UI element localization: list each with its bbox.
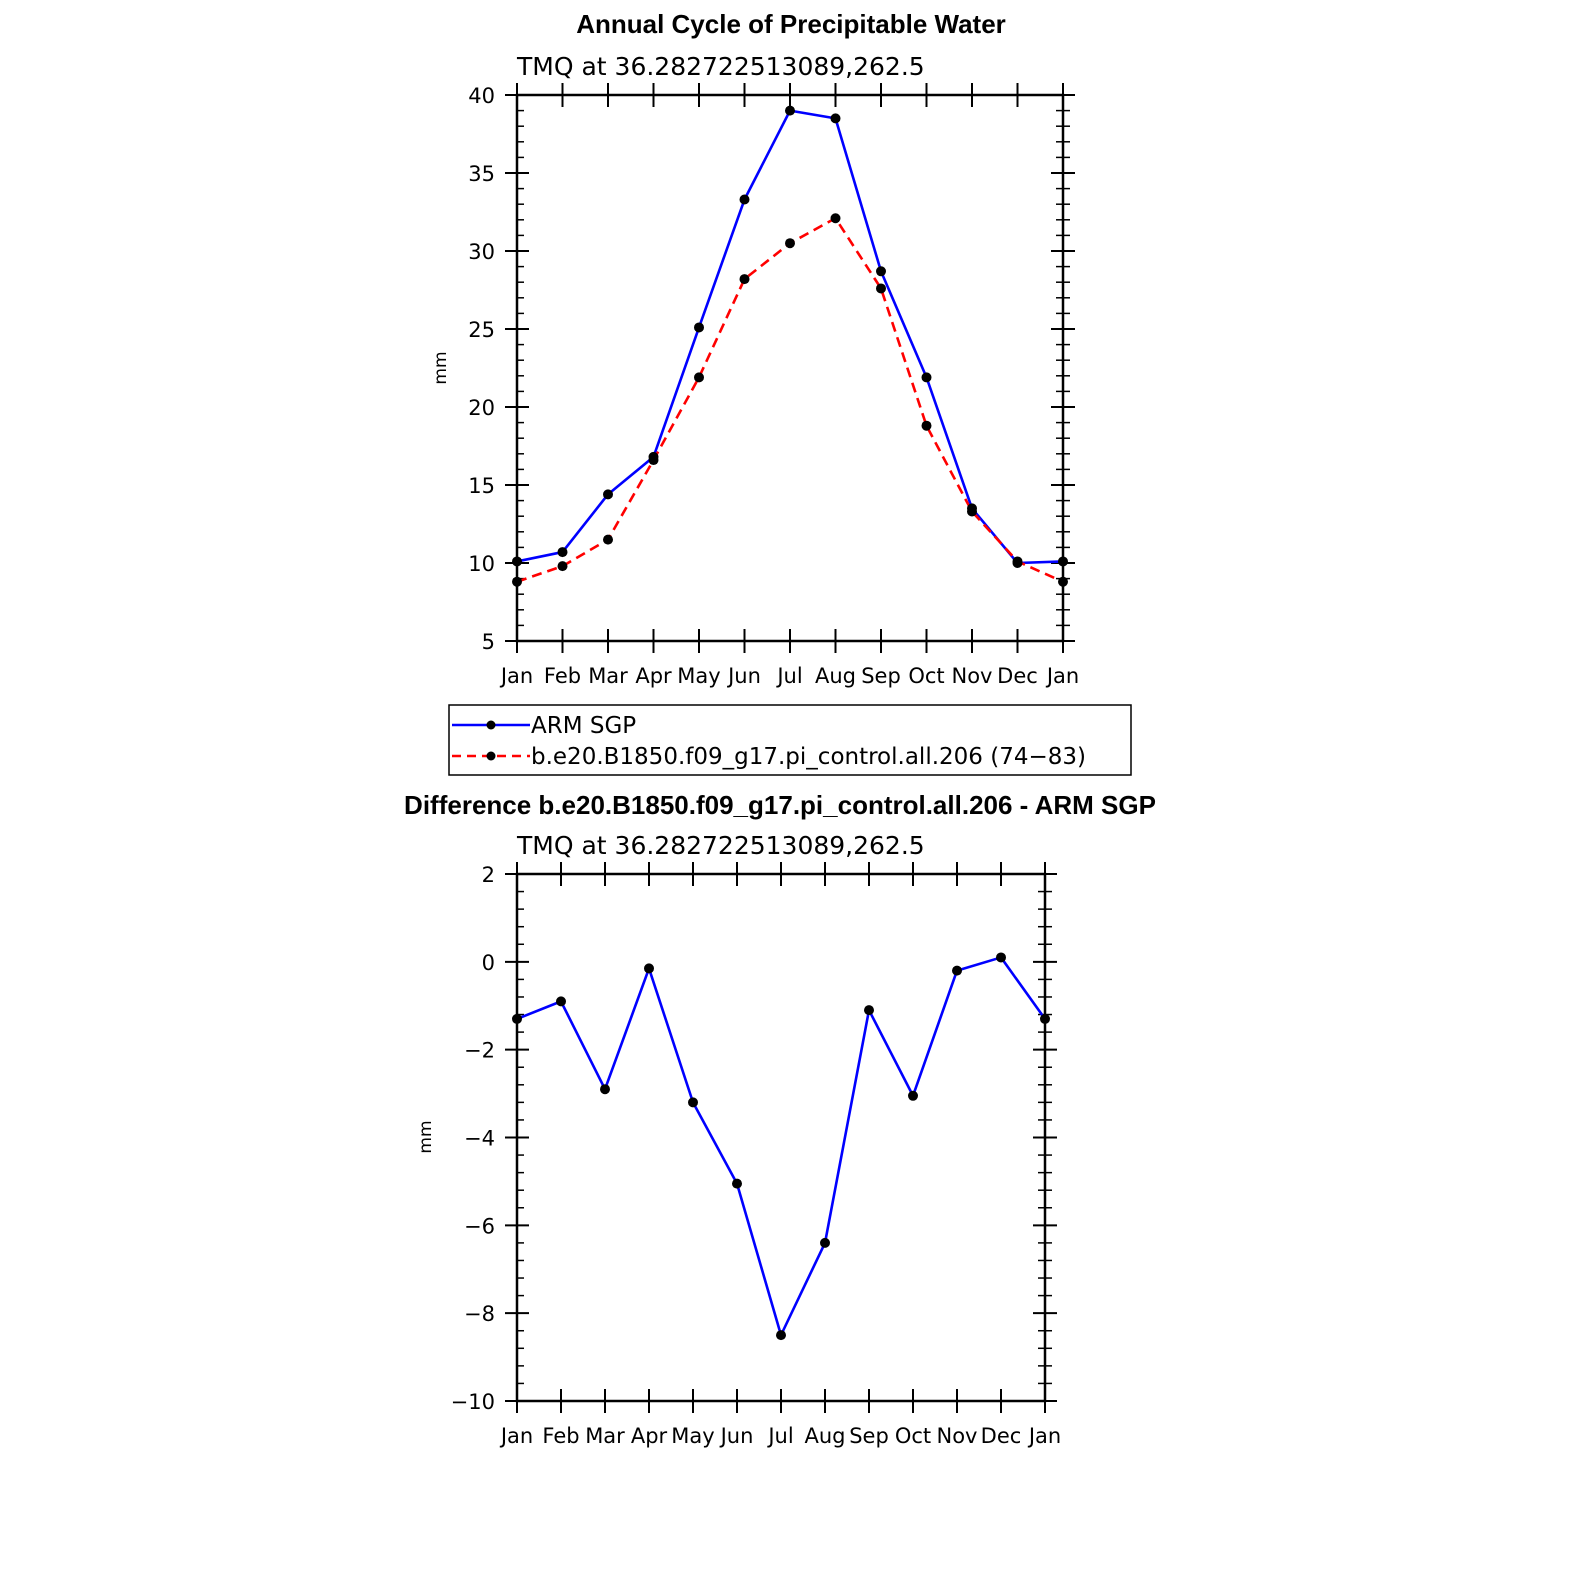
data-point-s0-12: [1058, 556, 1068, 567]
x-tick-label: Jan: [499, 1424, 533, 1448]
data-point-s0-9: [908, 1090, 918, 1101]
data-point-s0-4: [694, 322, 704, 333]
legend-label-arm: ARM SGP: [531, 713, 636, 739]
data-point-s1-7: [830, 213, 841, 224]
data-point-s0-2: [603, 489, 613, 500]
y-tick-label: 25: [468, 318, 495, 342]
data-point-s1-11: [1012, 556, 1023, 567]
chart2-title: Difference b.e20.B1850.f09_g17.pi_contro…: [404, 790, 1156, 820]
data-point-s0-7: [830, 113, 841, 124]
data-point-s0-4: [688, 1097, 698, 1108]
data-point-s0-7: [820, 1237, 830, 1248]
series-line-1: [516, 216, 1064, 583]
legend-marker-model: [486, 751, 496, 761]
chart2-ylabel: mm: [416, 1120, 436, 1153]
x-tick-label: Feb: [542, 1424, 579, 1448]
chart1-title: Annual Cycle of Precipitable Water: [576, 9, 1006, 39]
y-tick-label: −10: [451, 1390, 495, 1414]
x-tick-label: Dec: [997, 664, 1038, 688]
legend-frame: [448, 704, 1132, 776]
data-point-s1-9: [921, 420, 932, 431]
chart1-plot: 5 10 15 20 25 30 35 40 Jan Feb Mar Apr May Jun Jul Aug S…: [468, 83, 1079, 688]
legend-marker-arm: [486, 720, 496, 730]
series-line-0: [516, 109, 1064, 565]
data-point-s0-2: [600, 1084, 610, 1095]
chart1-legend: ARM SGP b.e20.B1850.f09_g17.pi_control.a…: [448, 704, 1132, 776]
data-point-s0-5: [732, 1178, 742, 1189]
y-tick-label: −6: [464, 1214, 495, 1238]
x-tick-label: Jun: [726, 664, 761, 688]
x-tick-label: Aug: [815, 664, 856, 688]
x-tick-label: Jan: [1027, 1424, 1061, 1448]
x-tick-label: Aug: [804, 1424, 845, 1448]
data-point-s1-2: [603, 534, 613, 545]
x-tick-label: Jan: [499, 664, 533, 688]
x-tick-label: Nov: [952, 664, 993, 688]
x-tick-label: Jun: [719, 1424, 754, 1448]
chart2-plot: −10 −8 −6 −4 −2 0 2 Jan Feb Mar Apr May Jun Jul Aug Sep…: [451, 862, 1061, 1448]
data-point-s0-6: [785, 105, 795, 116]
x-tick-label: Apr: [635, 664, 672, 688]
y-tick-label: −2: [464, 1039, 495, 1063]
data-point-s1-6: [785, 238, 795, 249]
data-point-s1-1: [557, 561, 568, 572]
y-tick-label: 20: [468, 396, 495, 420]
data-point-s0-3: [644, 963, 654, 974]
x-tick-label: Mar: [588, 664, 628, 688]
y-tick-label: 5: [482, 630, 495, 654]
data-point-s1-5: [739, 274, 750, 285]
data-point-s0-1: [557, 547, 568, 558]
x-tick-label: Sep: [849, 1424, 889, 1448]
data-point-s0-11: [996, 952, 1006, 963]
data-point-s1-4: [694, 372, 704, 383]
chart1-subtitle: TMQ at 36.282722513089,262.5: [516, 52, 925, 81]
chart1-ylabel: mm: [431, 351, 451, 384]
series-line-0: [516, 956, 1047, 1337]
x-tick-label: Jan: [1045, 664, 1079, 688]
x-tick-label: Oct: [895, 1424, 931, 1448]
data-point-s0-9: [921, 372, 932, 383]
x-tick-label: Nov: [937, 1424, 978, 1448]
x-tick-label: Jul: [775, 664, 802, 688]
x-tick-label: Oct: [908, 664, 944, 688]
x-tick-label: Mar: [585, 1424, 625, 1448]
y-tick-label: 10: [468, 552, 495, 576]
x-tick-label: Dec: [981, 1424, 1022, 1448]
chart2-subtitle: TMQ at 36.282722513089,262.5: [516, 831, 925, 860]
data-point-s1-12: [1058, 576, 1068, 587]
y-tick-label: 15: [468, 474, 495, 498]
x-tick-label: Jul: [766, 1424, 793, 1448]
data-point-s0-6: [776, 1330, 786, 1341]
data-point-s1-0: [512, 576, 522, 587]
y-tick-label: 30: [468, 240, 495, 264]
x-tick-label: May: [671, 1424, 714, 1448]
y-tick-label: −8: [464, 1302, 495, 1326]
data-point-s1-10: [967, 506, 977, 517]
y-tick-label: 2: [482, 863, 495, 887]
data-point-s0-1: [556, 996, 566, 1007]
data-point-s1-3: [648, 455, 659, 466]
data-point-s1-8: [876, 283, 886, 294]
plot-frame: [515, 93, 1065, 643]
x-tick-label: Apr: [631, 1424, 668, 1448]
x-tick-label: Sep: [861, 664, 901, 688]
data-point-s0-12: [1040, 1013, 1050, 1024]
data-point-s0-0: [512, 1013, 522, 1024]
data-point-s0-8: [864, 1005, 874, 1016]
x-tick-label: Feb: [544, 664, 581, 688]
legend-label-model: b.e20.B1850.f09_g17.pi_control.all.206 (…: [531, 744, 1086, 770]
y-tick-label: −4: [464, 1127, 495, 1151]
data-point-s0-8: [876, 266, 886, 277]
x-tick-label: May: [677, 664, 720, 688]
y-tick-label: 40: [468, 84, 495, 108]
plot-frame: [515, 872, 1047, 1403]
data-point-s0-5: [739, 194, 750, 205]
data-point-s0-10: [952, 965, 962, 976]
y-tick-label: 35: [468, 162, 495, 186]
y-tick-label: 0: [482, 951, 495, 975]
data-point-s0-0: [512, 556, 522, 567]
